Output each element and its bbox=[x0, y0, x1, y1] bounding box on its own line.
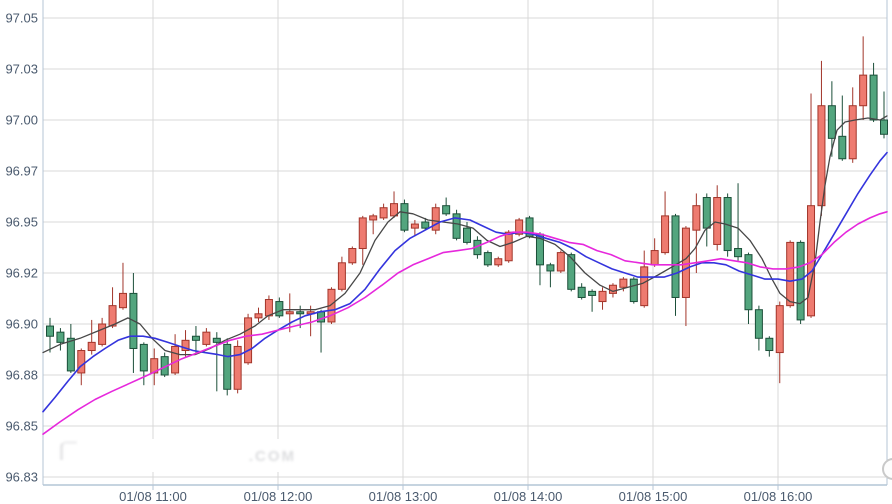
candle-body-bullish bbox=[431, 207, 440, 231]
y-axis-tick-label: 97.03 bbox=[5, 62, 38, 77]
candle-body-bearish bbox=[838, 135, 847, 160]
candle-body-bullish bbox=[254, 313, 263, 319]
candle-body-bullish bbox=[77, 350, 86, 374]
candle-body-bearish bbox=[702, 197, 711, 229]
candle-body-bullish bbox=[410, 223, 419, 229]
candle-body-bullish bbox=[661, 215, 670, 254]
candle-body-bearish bbox=[56, 331, 65, 343]
candle-body-bullish bbox=[118, 292, 127, 309]
x-axis-tick-label: 01/08 15:00 bbox=[619, 489, 688, 504]
candle-body-bearish bbox=[869, 74, 878, 121]
candle-body-bullish bbox=[556, 252, 565, 272]
y-axis-tick-label: 96.90 bbox=[5, 317, 38, 332]
candle-body-bullish bbox=[348, 248, 357, 264]
candle-body-bearish bbox=[796, 241, 805, 321]
x-axis-tick-label: 01/08 14:00 bbox=[494, 489, 563, 504]
candle-body-bearish bbox=[46, 325, 54, 337]
candle-body-bearish bbox=[452, 213, 461, 239]
candle-body-bullish bbox=[358, 217, 367, 250]
candle-body-bullish bbox=[775, 305, 784, 354]
candle-body-bullish bbox=[848, 105, 857, 160]
candle-body-bullish bbox=[494, 258, 503, 266]
candle-body-bearish bbox=[223, 343, 232, 390]
candle-body-bullish bbox=[515, 219, 524, 235]
candle-body-bullish bbox=[390, 203, 399, 217]
candle-body-bearish bbox=[671, 215, 680, 298]
y-axis-tick-label: 96.83 bbox=[5, 470, 38, 485]
candle-body-bearish bbox=[577, 286, 586, 298]
candle-body-bullish bbox=[619, 278, 628, 288]
watermark-smudge-icon bbox=[60, 441, 77, 460]
candle-body-bullish bbox=[285, 311, 294, 315]
y-axis-tick-label: 96.88 bbox=[5, 368, 38, 383]
candle-body-bullish bbox=[650, 250, 659, 266]
watermark-text: .COM bbox=[248, 448, 296, 465]
x-axis-tick-label: 01/08 12:00 bbox=[244, 489, 313, 504]
candle-body-bullish bbox=[598, 290, 607, 303]
candle-body-bullish bbox=[640, 266, 649, 307]
candle-body-bearish bbox=[567, 254, 576, 290]
candle-body-bullish bbox=[369, 215, 378, 221]
candle-body-bullish bbox=[244, 317, 253, 364]
y-axis-tick-label: 96.97 bbox=[5, 164, 38, 179]
y-axis-tick-label: 97.00 bbox=[5, 113, 38, 128]
candle-body-bearish bbox=[275, 301, 284, 317]
ma-slow-line bbox=[42, 211, 888, 436]
candle-body-bearish bbox=[629, 278, 638, 303]
candle-body-bullish bbox=[171, 345, 180, 374]
watermark: .COM bbox=[56, 439, 298, 472]
candle-body-bullish bbox=[681, 227, 690, 298]
x-axis-tick-label: 01/08 16:00 bbox=[744, 489, 813, 504]
candle-body-bearish bbox=[442, 205, 451, 215]
candle-body-bullish bbox=[786, 241, 795, 307]
candle-body-bullish bbox=[692, 205, 701, 231]
candle-body-bullish bbox=[264, 299, 273, 317]
y-axis-tick-label: 96.85 bbox=[5, 419, 38, 434]
candle-body-bullish bbox=[181, 339, 190, 352]
candle-body-bullish bbox=[713, 197, 722, 245]
candle-body-bullish bbox=[859, 74, 868, 107]
candle-body-bearish bbox=[827, 105, 836, 139]
candle-body-bearish bbox=[139, 343, 148, 372]
candle-body-bearish bbox=[734, 248, 743, 258]
candle-body-bullish bbox=[87, 341, 96, 352]
candle-body-bearish bbox=[880, 119, 888, 135]
x-axis-tick-label: 01/08 11:00 bbox=[119, 489, 187, 504]
candle-body-bullish bbox=[202, 331, 211, 345]
candle-body-bearish bbox=[212, 337, 221, 343]
candle-body-bullish bbox=[504, 231, 513, 262]
candle-body-bullish bbox=[337, 262, 346, 290]
ma-medium-line bbox=[42, 151, 888, 413]
candle-body-bearish bbox=[463, 227, 471, 243]
x-axis-tick-label: 01/08 13:00 bbox=[369, 489, 438, 504]
candle-body-bearish bbox=[588, 290, 597, 296]
candle-body-bearish bbox=[754, 309, 763, 339]
candle-body-bearish bbox=[296, 311, 305, 315]
candle-body-bullish bbox=[108, 305, 117, 327]
candle-body-bearish bbox=[421, 221, 430, 229]
candle-body-bullish bbox=[150, 358, 159, 374]
candle-body-bullish bbox=[379, 207, 388, 219]
candle-body-bearish bbox=[191, 335, 200, 341]
candle-body-bearish bbox=[744, 254, 753, 311]
candle-body-bullish bbox=[817, 105, 826, 207]
candle-body-bullish bbox=[233, 345, 242, 390]
y-axis-tick-label: 96.95 bbox=[5, 215, 38, 230]
candle-body-bullish bbox=[98, 323, 107, 345]
y-axis-tick-label: 97.05 bbox=[5, 11, 38, 26]
candle-body-bearish bbox=[400, 203, 409, 231]
candle-body-bearish bbox=[483, 252, 492, 266]
candle-body-bearish bbox=[765, 337, 774, 352]
candle-body-bearish bbox=[546, 264, 555, 272]
y-axis-tick-label: 96.92 bbox=[5, 266, 38, 281]
candle-body-bullish bbox=[807, 205, 816, 317]
candle-body-bullish bbox=[608, 284, 617, 294]
candle-body-bearish bbox=[66, 337, 75, 372]
